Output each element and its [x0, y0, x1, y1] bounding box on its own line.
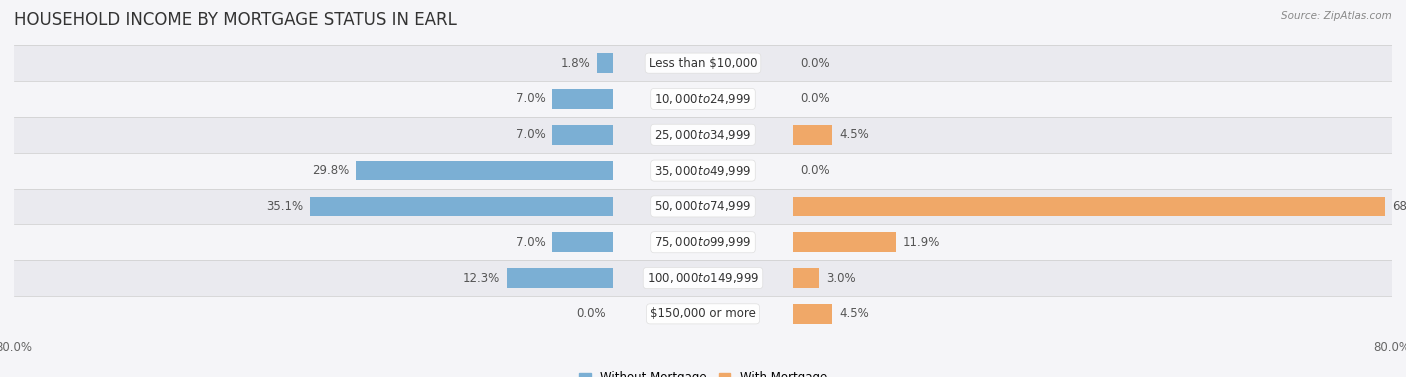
Bar	[14, 153, 1392, 188]
Text: $10,000 to $24,999: $10,000 to $24,999	[654, 92, 752, 106]
Bar	[793, 232, 896, 252]
Bar	[14, 224, 1392, 260]
Text: 3.0%: 3.0%	[827, 271, 856, 285]
Text: 12.3%: 12.3%	[463, 271, 499, 285]
Text: 35.1%: 35.1%	[266, 200, 304, 213]
Bar	[14, 45, 1392, 81]
Text: $150,000 or more: $150,000 or more	[650, 307, 756, 320]
Bar	[14, 296, 1392, 332]
Text: 0.0%: 0.0%	[800, 57, 830, 70]
Bar	[14, 81, 1392, 117]
Text: $75,000 to $99,999: $75,000 to $99,999	[654, 235, 752, 249]
Text: 7.0%: 7.0%	[516, 236, 546, 249]
Bar	[14, 117, 1392, 153]
Bar	[793, 268, 820, 288]
Text: $100,000 to $149,999: $100,000 to $149,999	[647, 271, 759, 285]
Bar	[793, 304, 832, 324]
Text: HOUSEHOLD INCOME BY MORTGAGE STATUS IN EARL: HOUSEHOLD INCOME BY MORTGAGE STATUS IN E…	[14, 11, 457, 29]
Text: 1.8%: 1.8%	[561, 57, 591, 70]
Text: 29.8%: 29.8%	[312, 164, 349, 177]
Bar	[356, 161, 613, 181]
Text: Source: ZipAtlas.com: Source: ZipAtlas.com	[1281, 11, 1392, 21]
Bar	[553, 232, 613, 252]
Bar	[793, 125, 832, 145]
Bar	[506, 268, 613, 288]
Bar	[311, 196, 613, 216]
Bar	[14, 260, 1392, 296]
Bar	[793, 196, 1385, 216]
Bar	[553, 125, 613, 145]
Text: 4.5%: 4.5%	[839, 307, 869, 320]
Text: 68.7%: 68.7%	[1392, 200, 1406, 213]
Bar	[14, 188, 1392, 224]
Legend: Without Mortgage, With Mortgage: Without Mortgage, With Mortgage	[574, 366, 832, 377]
Bar	[553, 89, 613, 109]
Text: 7.0%: 7.0%	[516, 92, 546, 106]
Text: 0.0%: 0.0%	[800, 164, 830, 177]
Text: 7.0%: 7.0%	[516, 128, 546, 141]
Text: $35,000 to $49,999: $35,000 to $49,999	[654, 164, 752, 178]
Text: 0.0%: 0.0%	[800, 92, 830, 106]
Text: $25,000 to $34,999: $25,000 to $34,999	[654, 128, 752, 142]
Text: Less than $10,000: Less than $10,000	[648, 57, 758, 70]
Bar	[598, 53, 613, 73]
Text: 11.9%: 11.9%	[903, 236, 941, 249]
Text: $50,000 to $74,999: $50,000 to $74,999	[654, 199, 752, 213]
Text: 4.5%: 4.5%	[839, 128, 869, 141]
Text: 0.0%: 0.0%	[576, 307, 606, 320]
